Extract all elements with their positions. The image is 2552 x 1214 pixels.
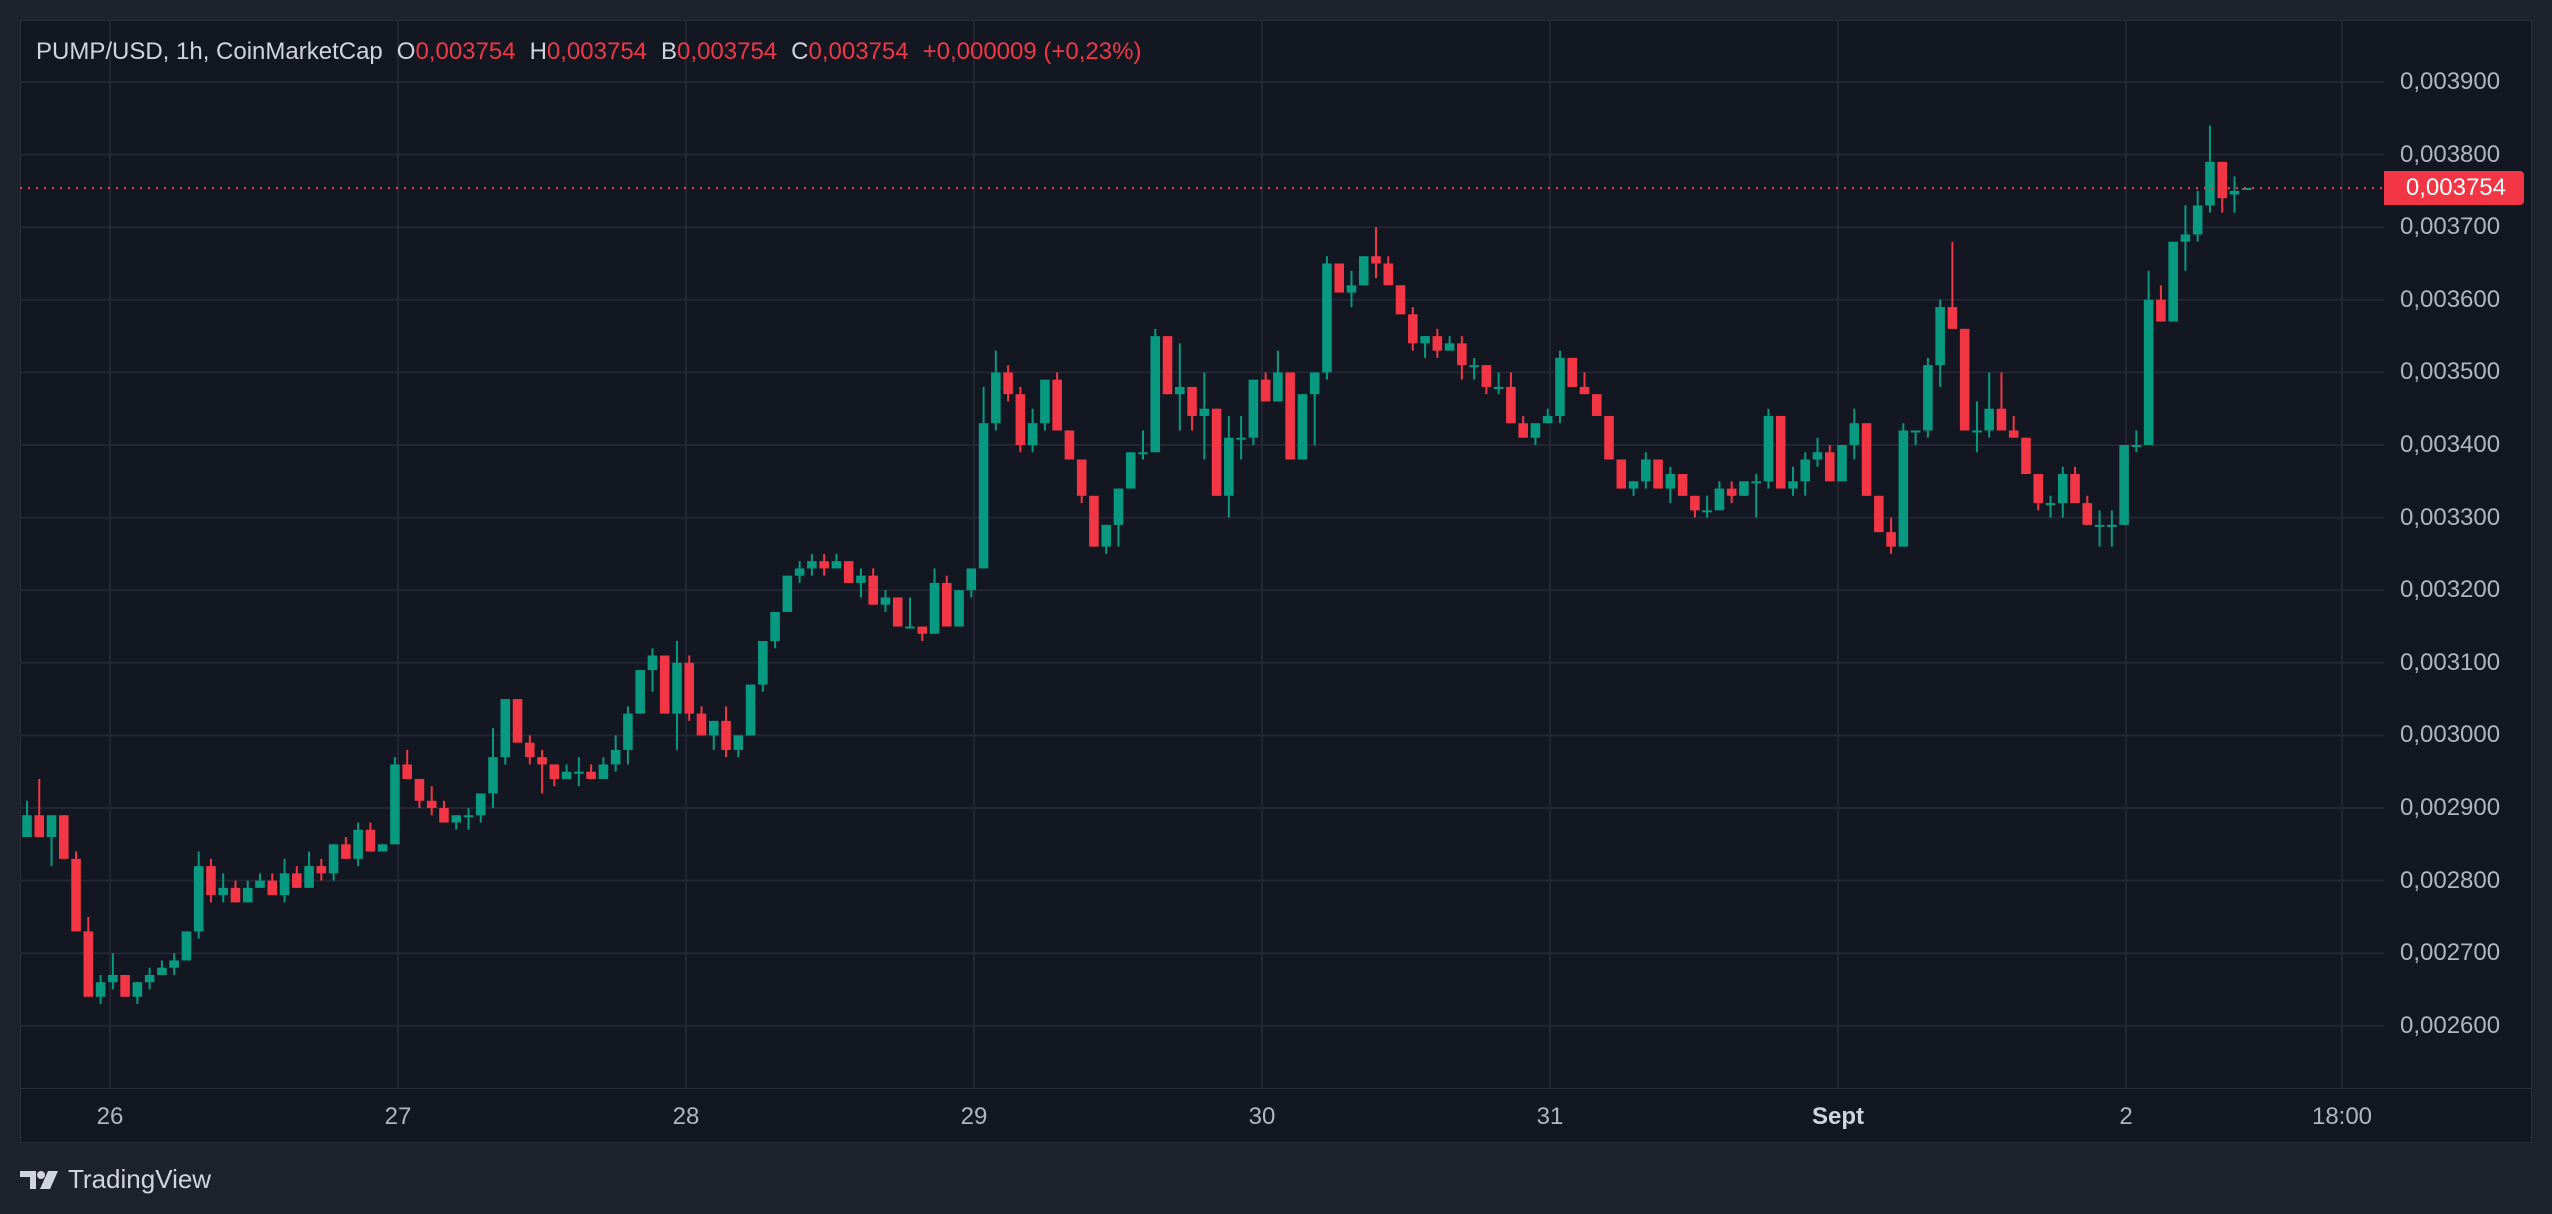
price-tick: 0,003900 bbox=[2400, 68, 2501, 95]
time-tick: 31 bbox=[1536, 1103, 1564, 1130]
change-value: +0,000009 (+0,23%) bbox=[922, 38, 1142, 65]
price-tick: 0,002900 bbox=[2400, 794, 2501, 821]
high-label: H bbox=[529, 38, 547, 65]
time-tick: 28 bbox=[672, 1103, 700, 1130]
open-label: O bbox=[396, 38, 416, 65]
price-tick: 0,003600 bbox=[2400, 285, 2501, 313]
time-tick: 26 bbox=[96, 1103, 124, 1130]
price-tick: 0,003100 bbox=[2400, 648, 2501, 676]
time-tick: 2 bbox=[2119, 1103, 2133, 1130]
close-value: 0,003754 bbox=[808, 38, 909, 65]
chart-frame bbox=[20, 20, 2532, 1143]
price-tick: 0,003800 bbox=[2400, 140, 2501, 168]
low-value: 0,003754 bbox=[677, 38, 778, 65]
price-tick: 0,003300 bbox=[2400, 503, 2501, 531]
time-tick: Sept bbox=[1811, 1103, 1865, 1130]
time-axis[interactable]: 26 27 28 29 30 31 Sept 2 18:00 bbox=[20, 1088, 2532, 1143]
tradingview-brand[interactable]: TradingView bbox=[20, 1164, 211, 1195]
time-tick: 18:00 bbox=[2311, 1103, 2373, 1130]
low-label: B bbox=[661, 38, 678, 65]
price-tick: 0,003200 bbox=[2400, 576, 2501, 604]
grid-lines bbox=[20, 20, 2384, 1088]
price-tick: 0,002800 bbox=[2400, 866, 2501, 894]
price-tick: 0,002700 bbox=[2400, 939, 2501, 967]
time-tick: 29 bbox=[960, 1103, 988, 1130]
price-tick: 0,003400 bbox=[2400, 431, 2501, 458]
tradingview-logo-icon bbox=[20, 1170, 58, 1189]
price-tick: 0,003700 bbox=[2400, 213, 2501, 241]
open-value: 0,003754 bbox=[415, 38, 516, 65]
close-label: C bbox=[791, 38, 809, 65]
price-tick: 0,002600 bbox=[2400, 1011, 2501, 1039]
time-tick: 30 bbox=[1248, 1103, 1276, 1130]
last-price-badge: 0,003754 bbox=[2384, 170, 2524, 205]
high-value: 0,003754 bbox=[546, 38, 648, 65]
brand-label: TradingView bbox=[68, 1164, 212, 1194]
candles bbox=[22, 125, 2252, 1005]
price-tick: 0,003500 bbox=[2400, 358, 2501, 386]
price-tick: 0,003000 bbox=[2400, 721, 2501, 749]
time-tick: 27 bbox=[384, 1103, 412, 1130]
symbol-label[interactable]: PUMP/USD, 1h, CoinMarketCap bbox=[36, 38, 383, 65]
